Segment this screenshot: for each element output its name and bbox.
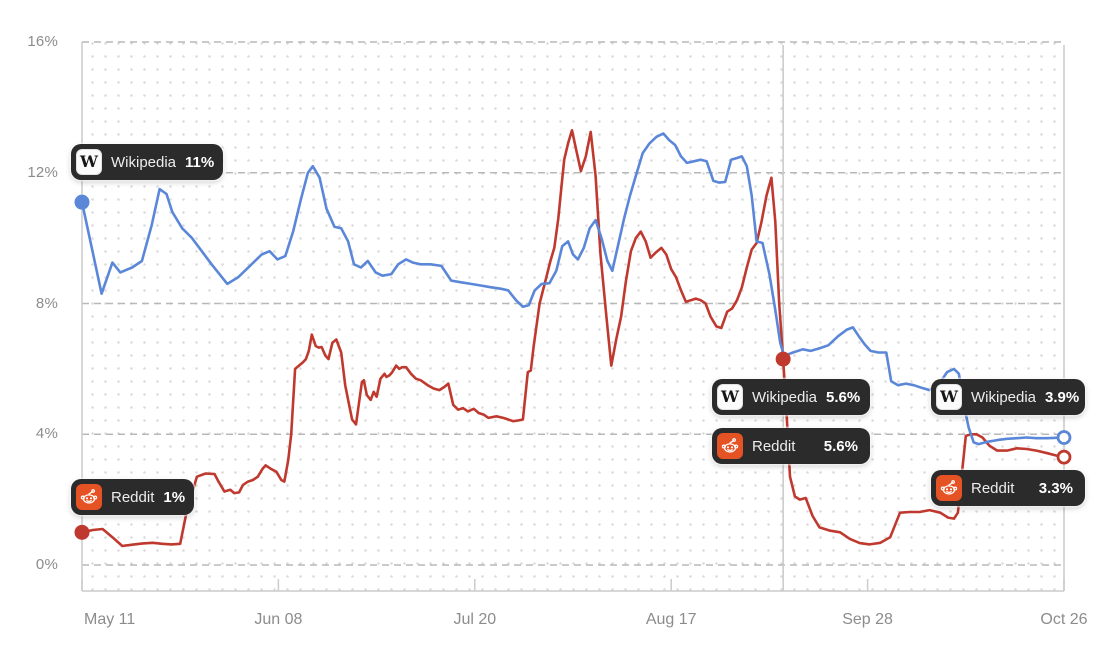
tooltip-wikipedia-start: W Wikipedia 11% [71, 144, 223, 180]
tooltip-wikipedia-mid: W Wikipedia 5.6% [712, 379, 870, 415]
tooltip-value: 1% [163, 488, 186, 506]
tooltip-wikipedia-end: W Wikipedia 3.9% [931, 379, 1085, 415]
tooltip-reddit-start: Reddit 1% [71, 479, 194, 515]
reddit-icon [936, 475, 962, 501]
tooltip-site-label: Wikipedia [111, 153, 177, 171]
tooltip-reddit-mid: Reddit 5.6% [712, 428, 870, 464]
tooltip-site-label: Reddit [752, 437, 796, 455]
tooltip-value: 3.9% [1045, 388, 1080, 406]
tooltip-value: 5.6% [826, 388, 861, 406]
tooltip-reddit-end: Reddit 3.3% [931, 470, 1085, 506]
y-axis-label: 16% [27, 33, 58, 50]
reddit-icon [76, 484, 102, 510]
x-axis-label: Jul 20 [453, 611, 497, 628]
y-axis-label: 12% [27, 163, 58, 181]
reddit-icon [717, 433, 743, 459]
y-axis-label: 8% [35, 294, 58, 312]
x-axis-label: Oct 26 [1040, 611, 1088, 628]
wikipedia-icon: W [717, 384, 743, 410]
tooltip-site-label: Reddit [971, 479, 1015, 497]
x-axis-label: Sep 28 [842, 611, 893, 628]
tooltip-value: 11% [185, 153, 215, 171]
x-axis-label: May 11 [84, 611, 136, 628]
y-axis-label: 0% [35, 556, 58, 573]
x-axis-label: Jun 08 [254, 611, 303, 628]
tooltip-value: 5.6% [823, 437, 858, 455]
wikipedia-icon: W [76, 149, 102, 175]
x-axis-label: Aug 17 [645, 611, 697, 628]
plot-area[interactable] [82, 42, 1064, 591]
wikipedia-icon: W [936, 384, 962, 410]
y-axis-label: 4% [35, 425, 58, 443]
tooltip-site-label: Wikipedia [752, 388, 818, 406]
tooltip-site-label: Wikipedia [971, 388, 1037, 406]
tooltip-site-label: Reddit [111, 488, 155, 506]
tooltip-value: 3.3% [1038, 479, 1073, 497]
